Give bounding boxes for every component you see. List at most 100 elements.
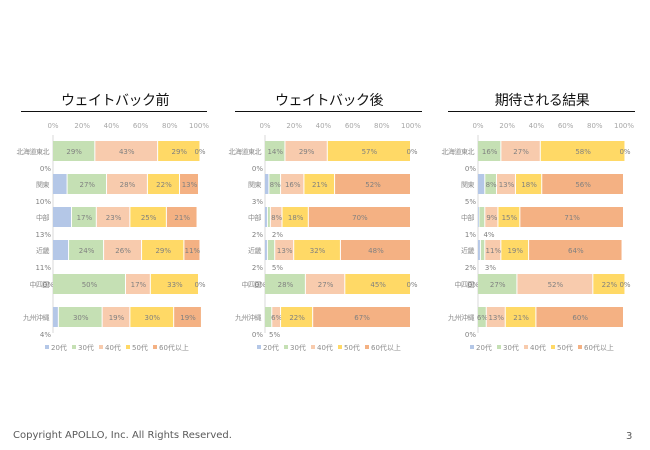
bar-segment-30代 [58,307,102,327]
category-label: 近畿 [36,246,49,255]
data-label: 27% [80,181,96,189]
data-label: 28% [120,181,136,189]
data-label: 27% [513,148,529,156]
chart-before-weightback: 0% 20% 40% 60% 80% 100% 北海道東北 0% 29% 43% 29% 0% 関東 10… [17,122,210,352]
bar-segment-60代以上 [166,207,197,227]
data-label: 13% [182,181,198,189]
bar-segment-40代 [486,307,505,327]
category-label: 関東 [36,180,49,189]
bar-segment-40代 [96,207,130,227]
category-label: 関東 [248,180,261,189]
x-tick-label: 0% [472,122,483,130]
data-label: 19% [507,247,523,255]
bar-segment-20代 [53,174,67,194]
data-label: 19% [180,314,196,322]
data-label: 16% [482,148,498,156]
data-label: 8% [486,181,497,189]
x-tick-label: 60% [558,122,574,130]
data-label: 52% [548,281,564,289]
bar-segment-30代 [53,141,95,161]
x-tick-label: 20% [74,122,90,130]
bar-segment-40代 [107,174,147,194]
bar-segment-20代 [53,207,71,227]
legend-swatch [72,345,76,349]
bar-segment-20代 [265,240,267,260]
bar-segment-50代 [304,174,335,194]
data-label: 5% [465,198,476,206]
bar-segment-50代 [130,307,174,327]
data-label: 1% [465,231,476,239]
bar-segment-50代 [294,240,340,260]
x-tick-label: 40% [104,122,120,130]
legend-label: 50代 [344,343,360,352]
data-label: 0% [43,281,54,289]
data-label: 0% [465,165,476,173]
bar-segment-30代 [478,141,501,161]
legend-label: 20代 [476,343,492,352]
legend-swatch [284,345,288,349]
chart-title-before-weightback: ウェイトバック前 [61,93,170,109]
data-label: 0% [194,281,205,289]
legend-label: 30代 [290,343,306,352]
category-label: 九州沖縄 [448,313,474,322]
bar-segment-30代 [478,274,517,294]
legend-label: 30代 [78,343,94,352]
data-label: 32% [310,247,326,255]
legend-swatch [524,345,528,349]
bar-segment-50代 [282,207,308,227]
data-label: 30% [73,314,89,322]
x-tick-label: 60% [133,122,149,130]
chart-title-expected-result: 期待される結果 [494,93,590,109]
category-label: 中部 [461,213,474,222]
category-label: 中四国 [242,280,262,289]
bar-segment-30代 [265,274,305,294]
legend-label: 20代 [51,343,67,352]
data-label: 0% [406,281,417,289]
data-label: 2% [465,264,476,272]
category-label: 北海道東北 [229,147,262,156]
bar-segment-40代 [501,141,540,161]
bar-segment-50代 [130,207,166,227]
data-label: 2% [272,231,283,239]
data-label: 29% [66,148,82,156]
data-label: 21% [174,214,190,222]
bar-segment-40代 [281,174,304,194]
legend-swatch [126,345,130,349]
legend-label: 60代以上 [584,343,614,352]
bar-segment-20代 [265,207,267,227]
data-label: 60% [572,314,588,322]
bar-segment-30代 [480,240,485,260]
data-label: 30% [144,314,160,322]
legend-label: 40代 [105,343,121,352]
legend-swatch [365,345,369,349]
bar-segment-60代以上 [520,207,623,227]
data-label: 0% [619,148,630,156]
legend-label: 50代 [557,343,573,352]
data-label: 27% [318,281,334,289]
bar-segment-20代 [53,240,69,260]
bar-segment-20代 [478,240,480,260]
data-label: 16% [285,181,301,189]
data-label: 17% [131,281,147,289]
x-tick-label: 40% [529,122,545,130]
data-label: 22% [289,314,305,322]
data-label: 43% [119,148,135,156]
title-underline [21,111,207,112]
data-label: 29% [299,148,315,156]
legend-label: 40代 [530,343,546,352]
data-label: 0% [468,281,479,289]
bar-segment-30代 [269,174,281,194]
data-label: 2% [252,231,263,239]
data-label: 15% [502,214,518,222]
chart-expected-result: 0% 20% 40% 60% 80% 100% 北海道東北 0% 16% 27% 58% 0% 関東 5%… [442,122,635,352]
data-label: 17% [77,214,93,222]
bar-segment-30代 [267,240,275,260]
bar-segment-40代 [517,274,593,294]
category-label: 中四国 [30,280,50,289]
data-label: 11% [486,247,502,255]
x-tick-label: 100% [401,122,421,130]
category-label: 中部 [248,213,261,222]
category-label: 中四国 [455,280,475,289]
data-label: 0% [406,148,417,156]
bar-segment-50代 [501,240,529,260]
